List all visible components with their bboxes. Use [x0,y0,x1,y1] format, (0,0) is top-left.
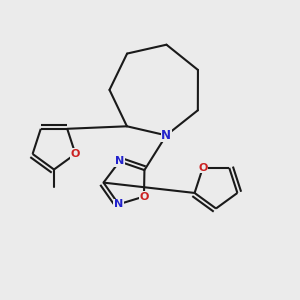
Text: O: O [139,191,149,202]
Text: N: N [161,129,171,142]
Text: N: N [115,157,124,166]
Text: N: N [114,199,123,209]
Text: O: O [198,163,208,173]
Text: O: O [71,149,80,159]
